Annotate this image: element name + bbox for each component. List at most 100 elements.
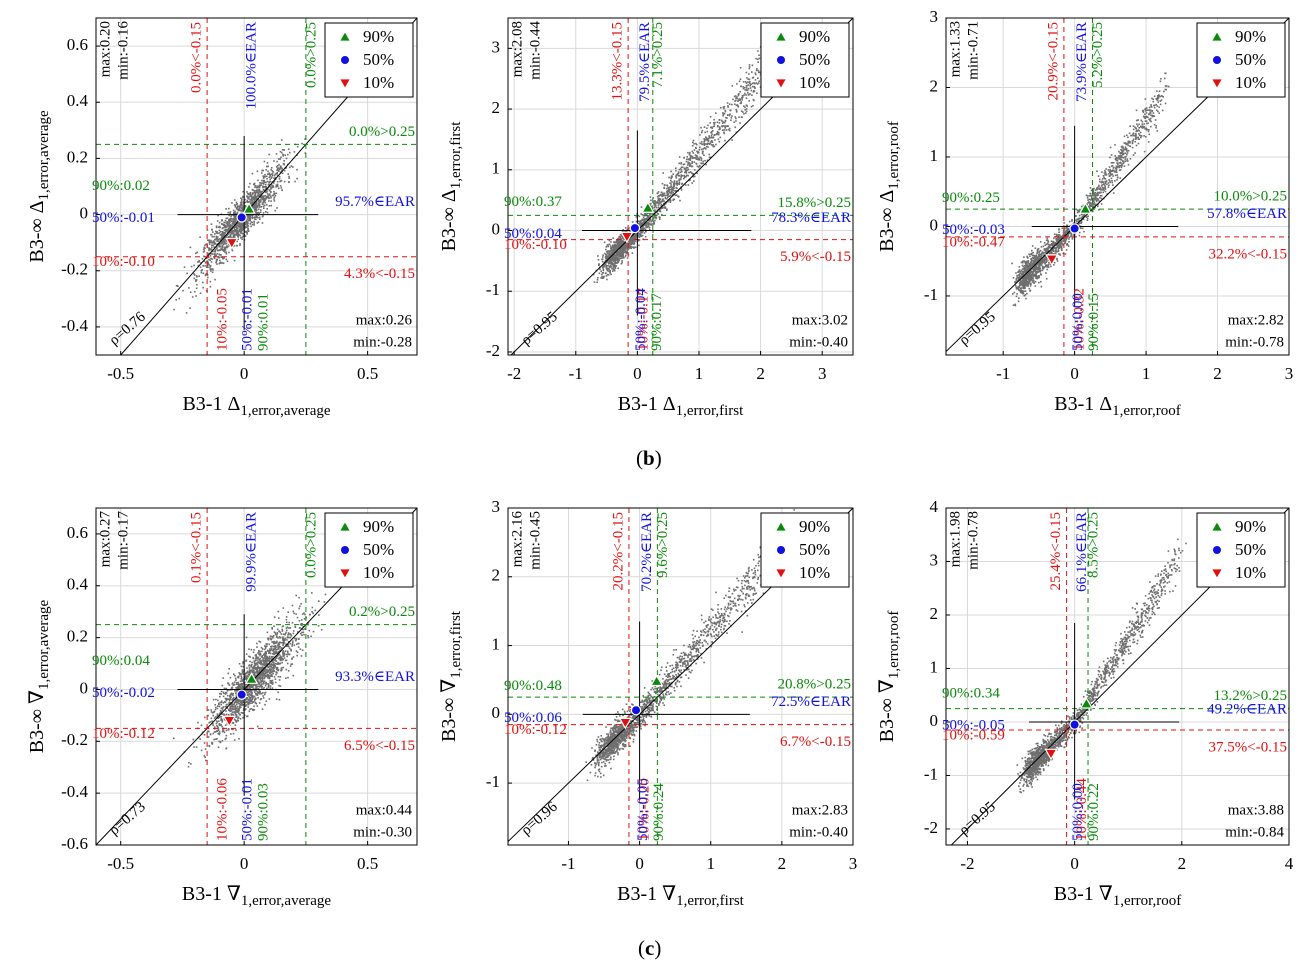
y-label-p10: 10%:-0.12 <box>504 722 567 738</box>
y-stat-min: min:-0.30 <box>353 824 412 840</box>
x-label-p10: 10%:-0.05 <box>215 288 231 351</box>
legend: 90% 50% 10% <box>760 22 850 98</box>
chart-b2: -2 -1 0 1 2 3 -2 -1 0 1 2 3 B3-1 Δ1,error,first B3-∞ … <box>438 17 854 419</box>
y-tick-label: 0.4 <box>67 91 89 110</box>
x-tick-label: -0.5 <box>107 364 134 383</box>
legend-label-p90: 90% <box>1235 517 1266 536</box>
x-tick-label: 3 <box>818 364 827 383</box>
scatter-points <box>173 138 307 314</box>
x-tick-label: 0 <box>1070 854 1079 873</box>
x-tick-label: 2 <box>1178 854 1187 873</box>
x-stat-min: min:-0.44 <box>527 21 543 80</box>
axes-box <box>945 507 1290 846</box>
legend-label-p10: 10% <box>799 563 830 582</box>
legend-label-p90: 90% <box>363 27 394 46</box>
x-tick-label: -1 <box>569 364 583 383</box>
x-tick-label: 0 <box>240 854 249 873</box>
y-axis-label: B3-∞ ∇1,error,roof <box>876 611 903 743</box>
y-frac-in: 78.3%∈EAR <box>771 210 851 226</box>
y-frac-below: 6.7%<-0.15 <box>780 734 851 750</box>
y-stat-max: max:3.88 <box>1228 802 1284 818</box>
y-label-p90: 90%:0.04 <box>92 653 150 669</box>
legend: 90% 50% 10% <box>760 512 850 588</box>
y-tick-label: -0.2 <box>61 730 88 749</box>
y-tick-label: 0.2 <box>67 147 88 166</box>
y-stat-max: max:0.44 <box>356 802 413 818</box>
axes-box <box>945 17 1290 356</box>
x-stat-max: max:1.98 <box>947 511 963 567</box>
x-stat-max: max:2.08 <box>509 21 525 77</box>
y-label-p10: 10%:-0.12 <box>92 726 155 742</box>
x-tick-label: 0 <box>633 364 642 383</box>
y-tick-label: -1 <box>924 285 938 304</box>
x-stat-min: min:-0.16 <box>115 21 131 80</box>
legend-marker-p10 <box>338 78 352 90</box>
y-tick-label: -0.4 <box>61 782 88 801</box>
legend-label-p50: 50% <box>363 50 394 69</box>
y-axis-label: B3-∞ Δ1,error,first <box>438 121 465 252</box>
x-tick-label: 2 <box>778 854 787 873</box>
y-tick-label: 2 <box>492 566 501 585</box>
x-tick-label: 3 <box>849 854 858 873</box>
legend-marker-p50 <box>1211 54 1223 66</box>
y-tick-label: 3 <box>492 37 501 56</box>
legend-marker-p10 <box>774 78 788 90</box>
x-stat-max: max:2.16 <box>509 511 525 568</box>
axes-box <box>507 507 854 846</box>
y-stat-max: max:2.83 <box>792 802 848 818</box>
legend-label-p50: 50% <box>799 540 830 559</box>
x-tick-label: 1 <box>706 854 715 873</box>
x-frac-above: 7.1%>0.25 <box>650 22 666 88</box>
marker-p10 <box>618 717 633 730</box>
legend-marker-p50 <box>775 54 787 66</box>
y-label-p50: 50%:-0.05 <box>942 717 1005 733</box>
y-axis-label: B3-∞ Δ1,error,roof <box>876 121 903 252</box>
legend-marker-p90 <box>774 30 788 42</box>
y-frac-below: 5.9%<-0.15 <box>780 249 851 265</box>
x-axis-label: B3-1 ∇1,error,roof <box>1054 883 1182 910</box>
x-frac-in: 70.2%∈EAR <box>639 512 655 592</box>
y-frac-above: 15.8%>0.25 <box>778 195 851 211</box>
legend-label-p90: 90% <box>799 517 830 536</box>
x-axis-label: B3-1 Δ1,error,average <box>182 393 330 420</box>
y-label-p90: 90%:0.25 <box>942 190 1000 206</box>
marker-p90 <box>641 201 655 213</box>
y-tick-label: 2 <box>492 98 501 117</box>
x-stat-max: max:0.27 <box>97 511 113 568</box>
scatter-points <box>592 43 776 283</box>
y-label-p90: 90%:0.37 <box>504 194 562 210</box>
marker-p10 <box>620 231 634 244</box>
x-tick-label: -1 <box>996 364 1010 383</box>
axes-box <box>95 17 418 356</box>
y-frac-below: 4.3%<-0.15 <box>344 266 415 282</box>
y-frac-in: 57.8%∈EAR <box>1207 206 1287 222</box>
y-label-p90: 90%:0.48 <box>504 678 562 694</box>
legend-label-p50: 50% <box>799 50 830 69</box>
y-tick-label: -1 <box>486 280 500 299</box>
y-tick-label: 0 <box>930 215 939 234</box>
y-tick-label: 0.4 <box>67 575 89 594</box>
y-label-p50: 50%:0.06 <box>504 710 562 726</box>
y-tick-label: 3 <box>930 7 939 26</box>
marker-p90 <box>1078 202 1092 214</box>
x-tick-label: 0.5 <box>357 854 378 873</box>
y-tick-label: -2 <box>486 341 500 360</box>
legend-marker-p10 <box>1210 78 1224 90</box>
plot-area <box>96 18 417 355</box>
rho-label: ρ=0.96 <box>518 799 561 839</box>
plot-area <box>946 18 1289 355</box>
marker-p90 <box>244 672 259 684</box>
x-label-p50: 50%:0.00 <box>1070 293 1086 351</box>
y-tick-label: 1 <box>930 657 939 676</box>
x-label-p10: 10%:-0.06 <box>215 778 231 841</box>
x-tick-label: 1 <box>695 364 704 383</box>
x-frac-below: 25.4%<-0.15 <box>1048 512 1064 590</box>
x-label-p10: 10%:-0.32 <box>1071 288 1087 351</box>
y-tick-label: -0.6 <box>61 834 88 853</box>
legend-marker-p90 <box>1210 30 1224 42</box>
x-stat-max: max:0.20 <box>97 21 113 77</box>
x-tick-label: -1 <box>561 854 575 873</box>
x-tick-label: 0.5 <box>357 364 378 383</box>
x-stat-max: max:1.33 <box>947 21 963 77</box>
